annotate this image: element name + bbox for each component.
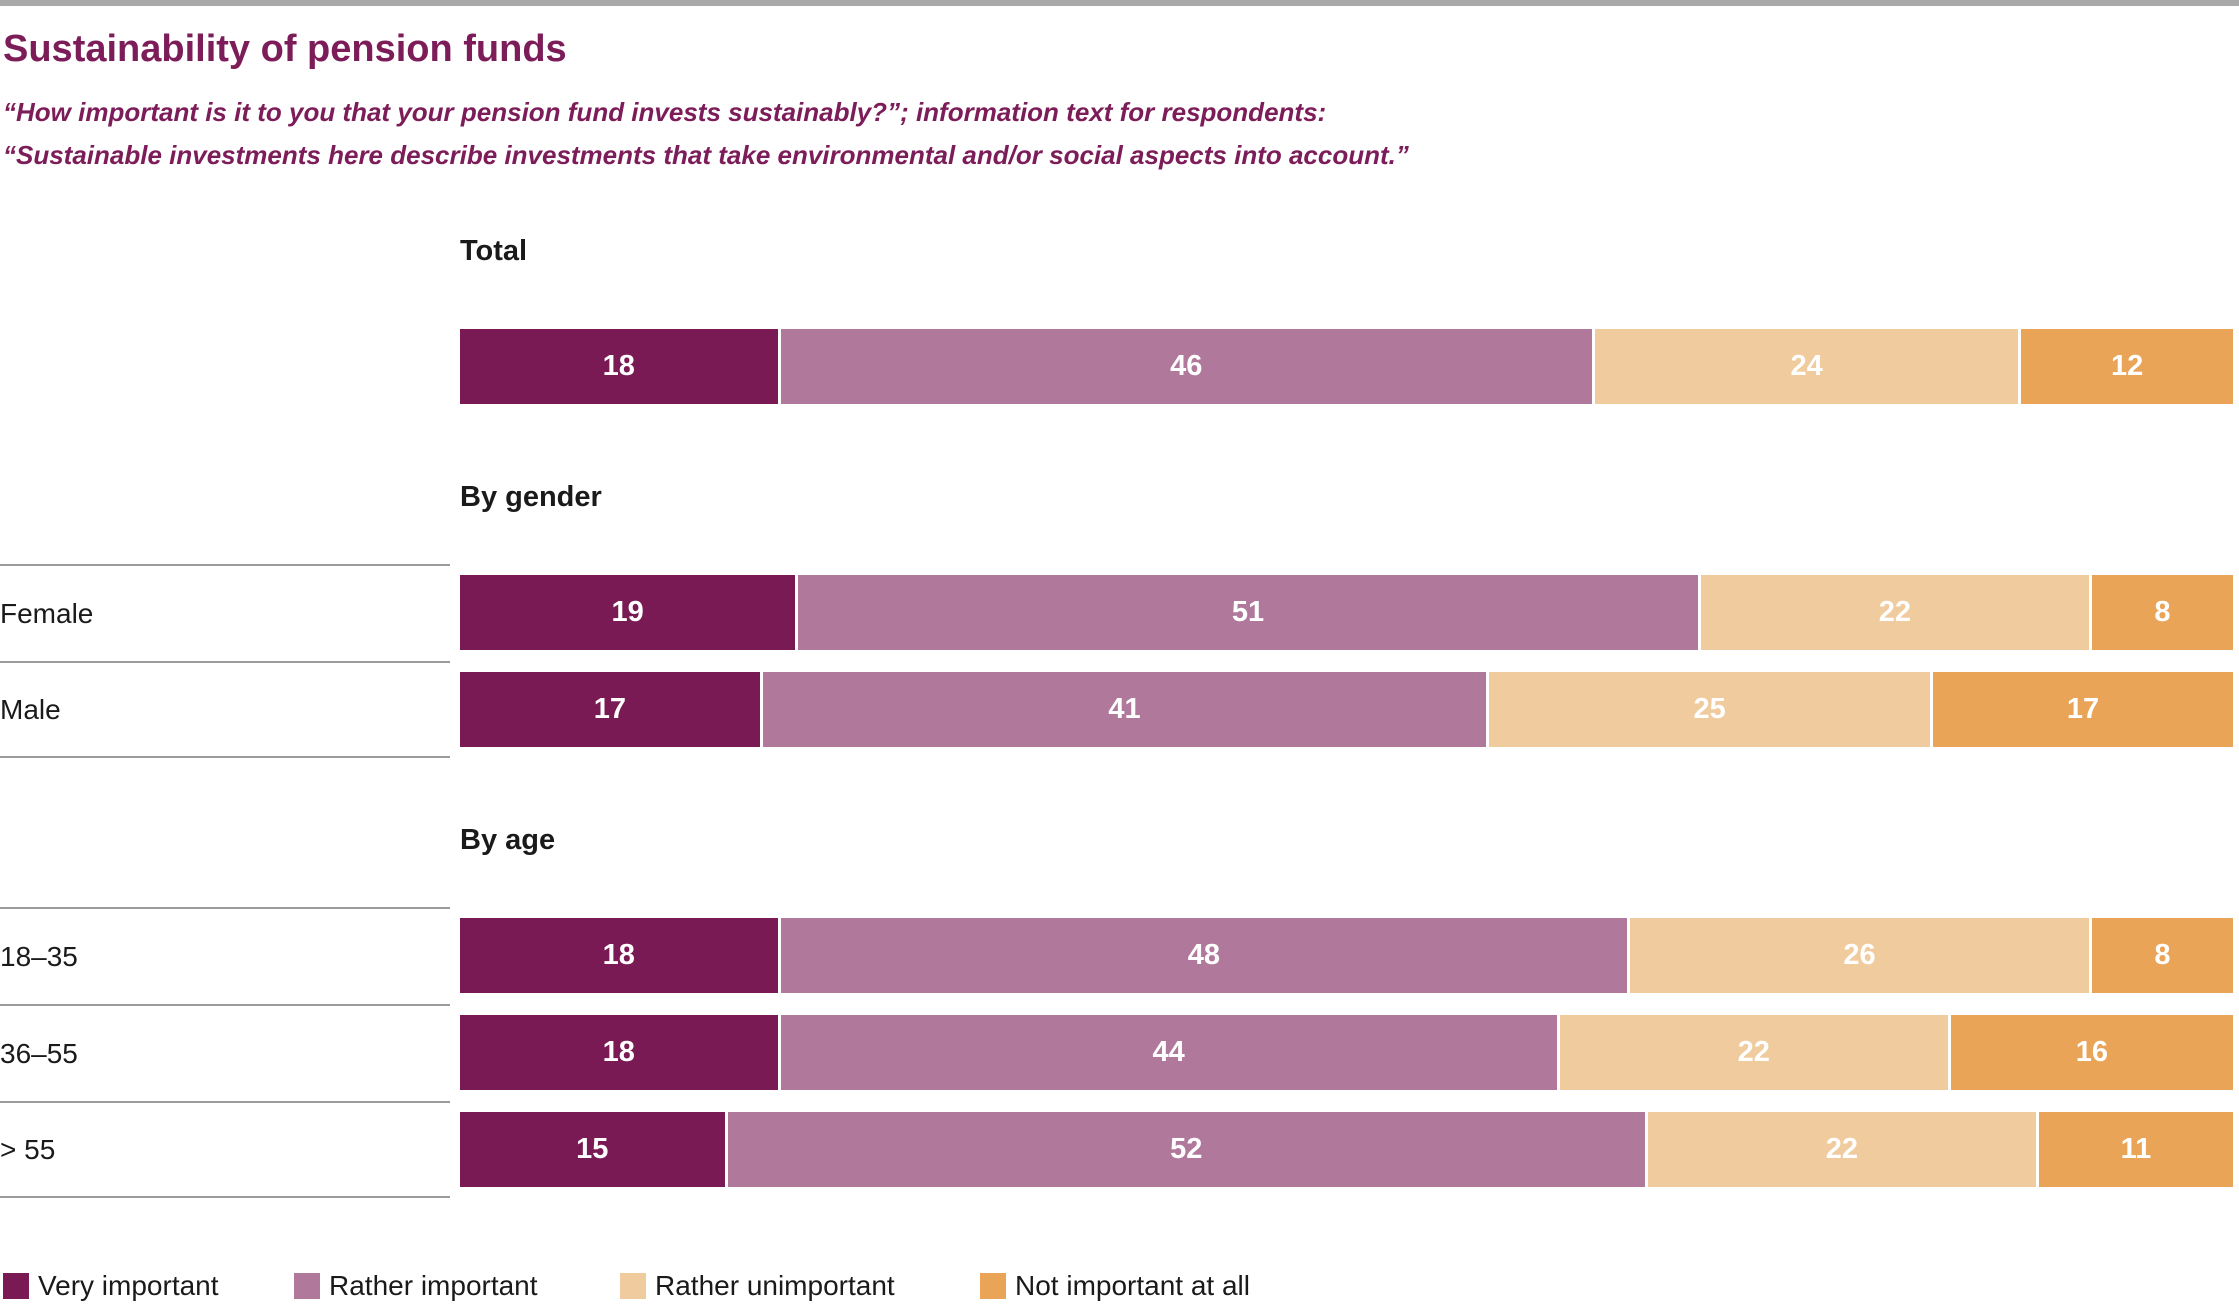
bar-segment-very-important: 18 (460, 918, 778, 993)
segment-value: 8 (2154, 939, 2171, 971)
stacked-bar-chart: Total 18 46 24 12 By gender Female 19 51 22 8 Male 1… (0, 235, 2239, 1198)
legend-item-very-important: Very important (3, 1270, 219, 1302)
chart-subtitle-line2: “Sustainable investments here describe i… (3, 140, 1409, 170)
section-header-by-gender: By gender (460, 481, 602, 513)
segment-value: 52 (1170, 1133, 1203, 1165)
stacked-bar: 18 46 24 12 (460, 329, 2233, 404)
bar-segment-rather-important: 41 (762, 672, 1487, 747)
stacked-bar: 18 44 22 16 (460, 1015, 2233, 1090)
section-by-gender: By gender Female 19 51 22 8 Male 17 41 25 17 (0, 481, 2239, 758)
bar-row-18-35: 18–35 18 48 26 8 (0, 907, 2239, 1004)
legend-label: Not important at all (1015, 1270, 1250, 1301)
stacked-bar: 18 48 26 8 (460, 918, 2233, 993)
bar-segment-rather-unimportant: 22 (1647, 1112, 2036, 1187)
legend-item-rather-unimportant: Rather unimportant (620, 1270, 895, 1302)
bar-segment-rather-unimportant: 24 (1594, 329, 2019, 404)
row-label (0, 318, 450, 415)
legend-label: Rather important (329, 1270, 538, 1301)
segment-value: 48 (1187, 939, 1220, 971)
segment-value: 11 (2120, 1133, 2152, 1165)
segment-value: 19 (611, 596, 644, 628)
bar-segment-not-important-at-all: 11 (2038, 1112, 2233, 1187)
legend-label: Rather unimportant (655, 1270, 895, 1301)
segment-value: 17 (593, 693, 627, 725)
bar-segment-very-important: 18 (460, 1015, 778, 1090)
bar-segment-very-important: 15 (460, 1112, 725, 1187)
section-total: Total 18 46 24 12 (0, 235, 2239, 415)
bar-segment-rather-unimportant: 22 (1700, 575, 2089, 650)
segment-value: 12 (2111, 350, 2144, 382)
top-rule (0, 0, 2239, 6)
chart-title: Sustainability of pension funds (3, 28, 567, 70)
bar-segment-not-important-at-all: 12 (2021, 329, 2233, 404)
segment-value: 41 (1108, 693, 1141, 725)
row-label: Male (0, 661, 450, 758)
bar-segment-rather-unimportant: 22 (1559, 1015, 1948, 1090)
segment-value: 18 (602, 350, 635, 382)
segment-value: 25 (1693, 693, 1726, 725)
bar-segment-rather-important: 51 (798, 575, 1698, 650)
segment-value: 46 (1170, 350, 1203, 382)
bar-segment-rather-unimportant: 25 (1489, 672, 1931, 747)
section-header-by-age: By age (460, 824, 556, 856)
legend-item-not-important-at-all: Not important at all (980, 1270, 1250, 1302)
segment-value: 26 (1843, 939, 1876, 971)
legend-swatch-icon (294, 1273, 320, 1299)
bar-segment-rather-important: 44 (780, 1015, 1557, 1090)
segment-value: 22 (1825, 1133, 1859, 1165)
chart-subtitle-line1: “How important is it to you that your pe… (3, 97, 1327, 127)
bar-row-total: 18 46 24 12 (0, 318, 2239, 415)
legend-swatch-icon (980, 1273, 1006, 1299)
legend-item-rather-important: Rather important (294, 1270, 538, 1302)
stacked-bar: 15 52 22 11 (460, 1112, 2233, 1187)
row-label: Female (0, 564, 450, 661)
bar-segment-very-important: 19 (460, 575, 796, 650)
segment-value: 17 (2066, 693, 2100, 725)
bar-row-male: Male 17 41 25 17 (0, 661, 2239, 758)
section-by-age: By age 18–35 18 48 26 8 36–55 18 44 22 16 > 55 15 52 2… (0, 824, 2239, 1198)
bar-segment-not-important-at-all: 8 (2091, 575, 2233, 650)
bar-segment-not-important-at-all: 8 (2091, 918, 2233, 993)
row-label: 18–35 (0, 907, 450, 1004)
segment-value: 51 (1231, 596, 1265, 628)
bar-segment-rather-important: 46 (780, 329, 1592, 404)
segment-value: 22 (1737, 1036, 1770, 1068)
legend: Very important Rather important Rather uni… (0, 1270, 2239, 1306)
bar-segment-not-important-at-all: 17 (1933, 672, 2233, 747)
legend-swatch-icon (620, 1273, 646, 1299)
stacked-bar: 17 41 25 17 (460, 672, 2233, 747)
segment-value: 16 (2075, 1036, 2108, 1068)
legend-label: Very important (38, 1270, 219, 1301)
segment-value: 44 (1152, 1036, 1185, 1068)
section-header-total: Total (460, 235, 528, 267)
bar-segment-rather-important: 52 (727, 1112, 1645, 1187)
bar-row-36-55: 36–55 18 44 22 16 (0, 1004, 2239, 1101)
bar-segment-rather-important: 48 (780, 918, 1628, 993)
segment-value: 24 (1790, 350, 1823, 382)
row-label: > 55 (0, 1101, 450, 1198)
stacked-bar: 19 51 22 8 (460, 575, 2233, 650)
segment-value: 18 (602, 1036, 635, 1068)
legend-swatch-icon (3, 1273, 29, 1299)
segment-value: 8 (2154, 596, 2171, 628)
bar-row-female: Female 19 51 22 8 (0, 564, 2239, 661)
bar-row-55: > 55 15 52 22 11 (0, 1101, 2239, 1198)
segment-value: 22 (1878, 596, 1911, 628)
bar-segment-not-important-at-all: 16 (1950, 1015, 2233, 1090)
bar-segment-rather-unimportant: 26 (1630, 918, 2089, 993)
segment-value: 15 (576, 1133, 609, 1165)
row-label: 36–55 (0, 1004, 450, 1101)
bar-segment-very-important: 17 (460, 672, 760, 747)
bar-segment-very-important: 18 (460, 329, 778, 404)
segment-value: 18 (602, 939, 635, 971)
